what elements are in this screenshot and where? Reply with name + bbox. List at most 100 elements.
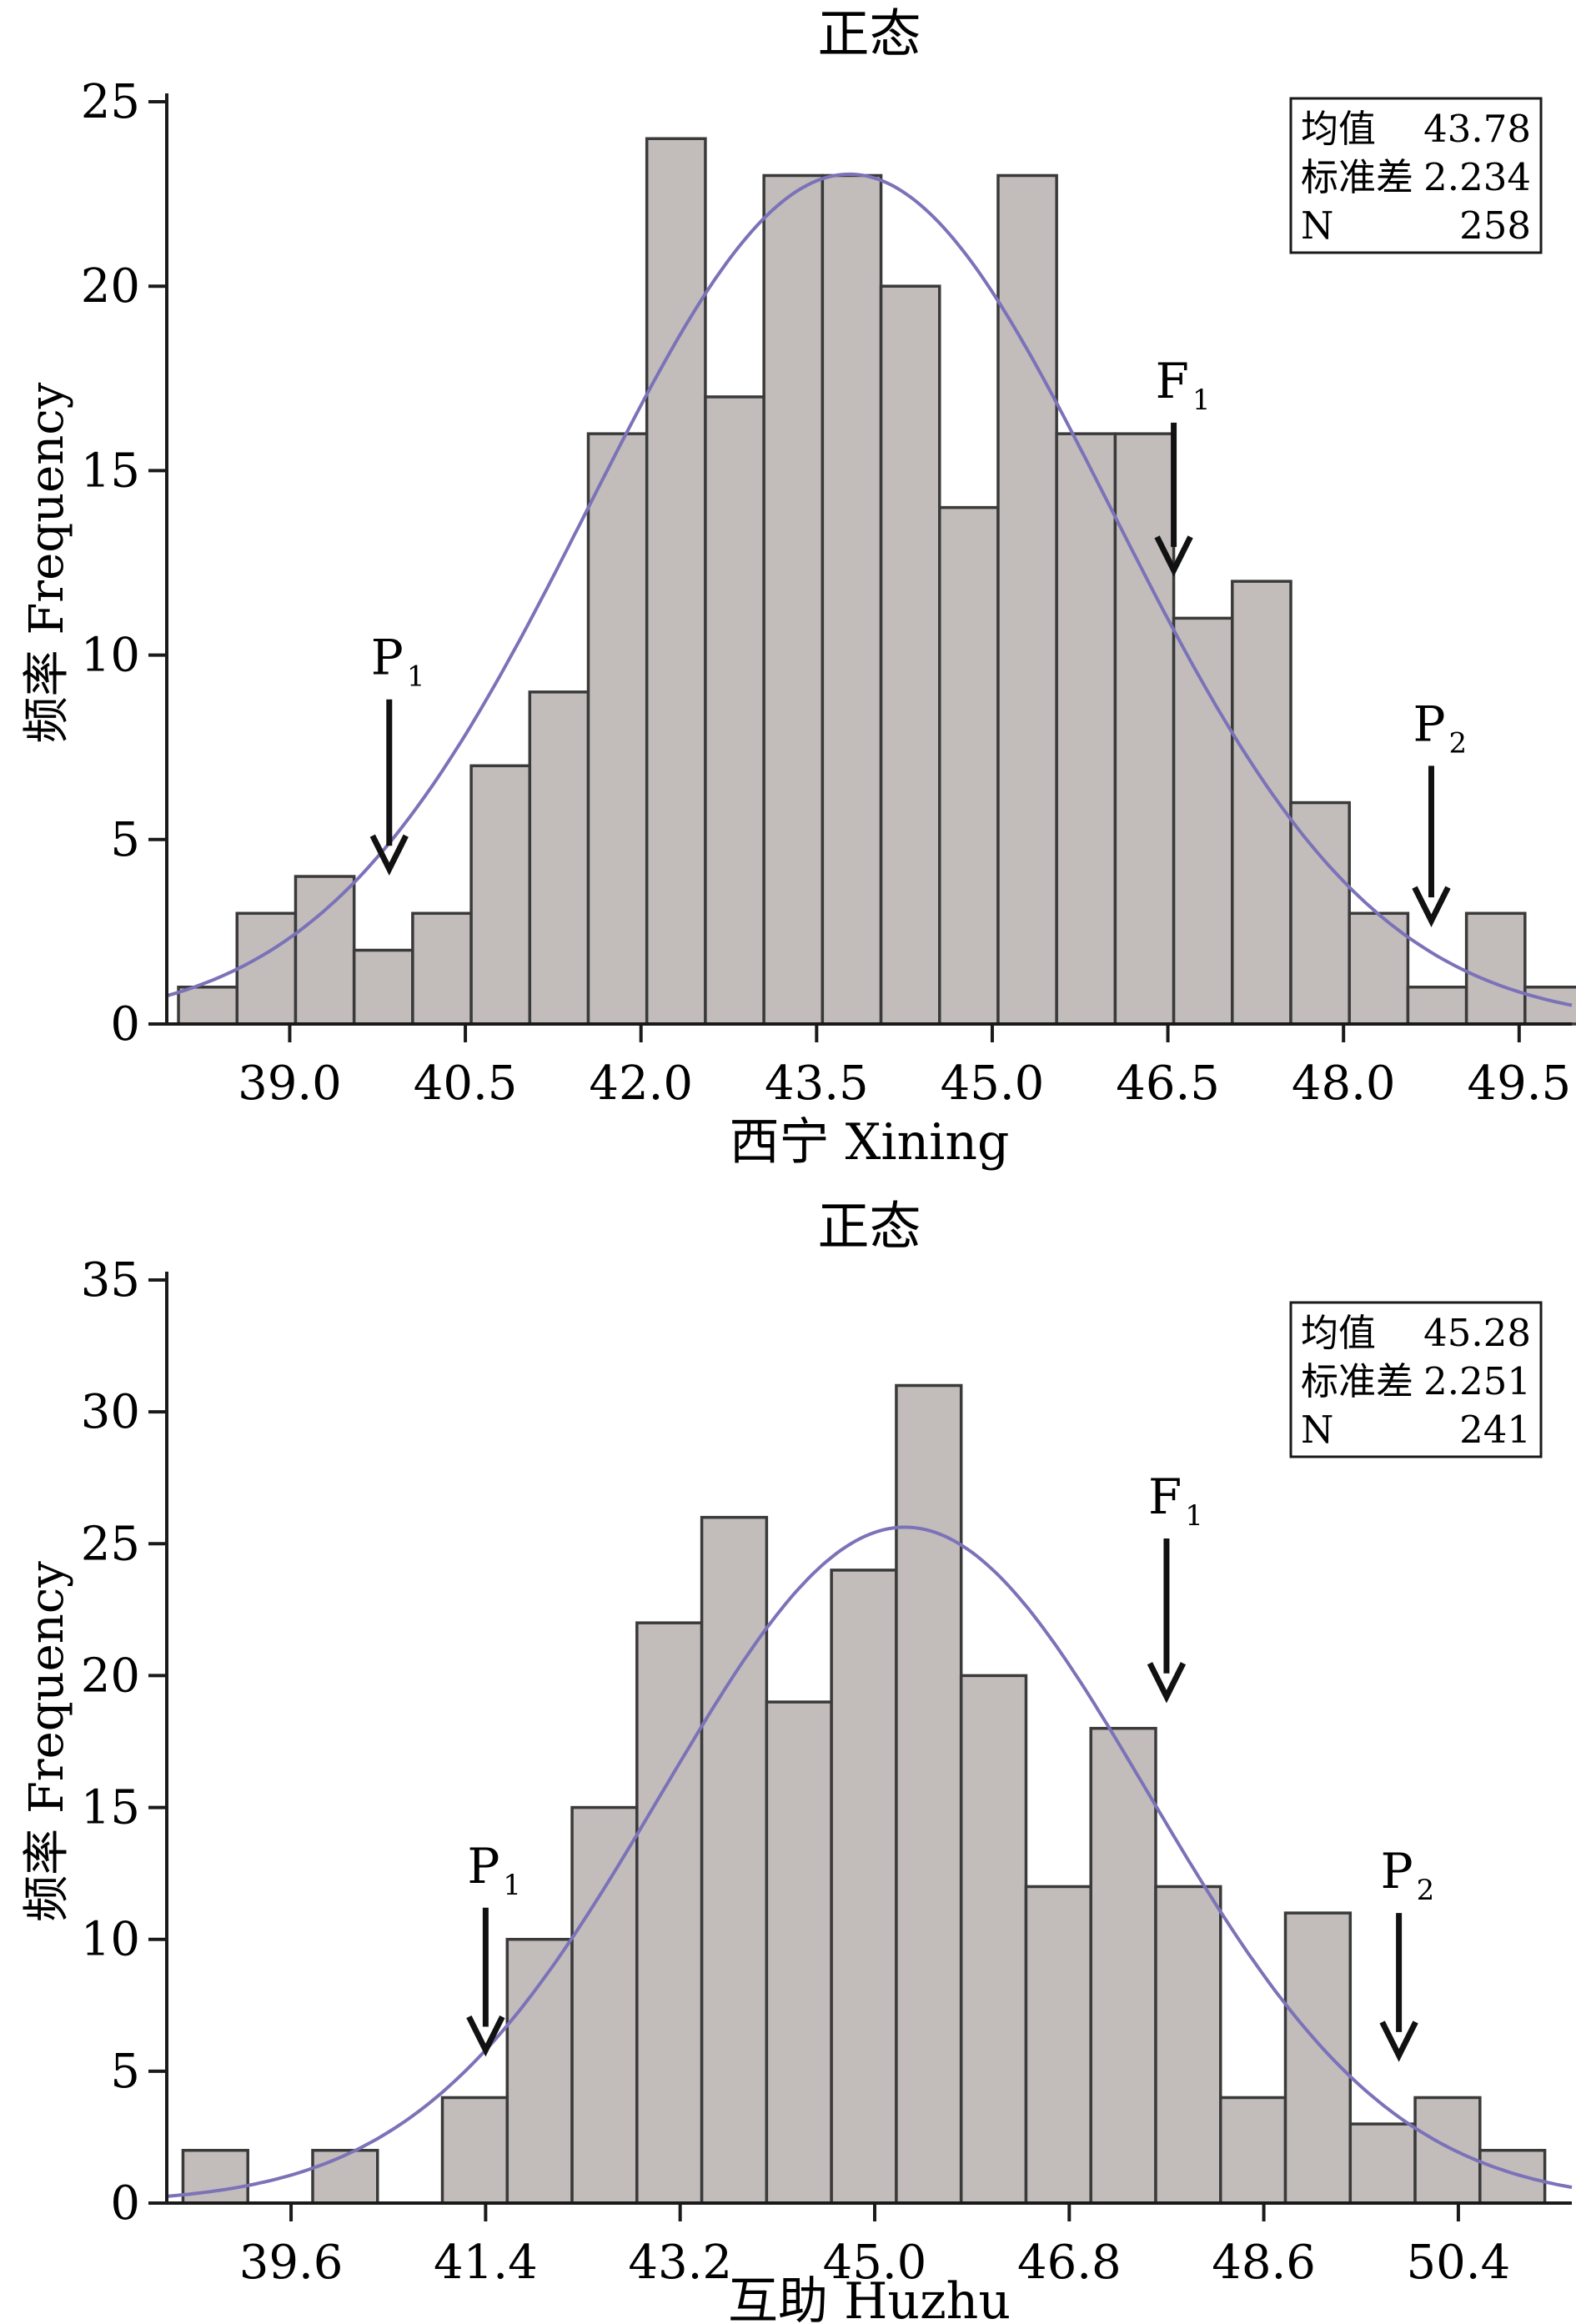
x-tick-label: 46.5 bbox=[1116, 1057, 1220, 1111]
histogram-bar bbox=[411, 911, 473, 1026]
histogram-bar bbox=[1219, 2096, 1287, 2205]
histogram-bar bbox=[1231, 580, 1292, 1026]
x-tick-label: 48.0 bbox=[1292, 1057, 1396, 1111]
stat-value: 2.251 bbox=[1423, 1359, 1531, 1403]
histogram-bar bbox=[959, 1674, 1028, 2205]
x-tick-label: 50.4 bbox=[1407, 2236, 1511, 2290]
annotation-letter: P bbox=[1381, 1843, 1413, 1900]
stat-label: 标准差 bbox=[1301, 155, 1413, 199]
arrow-head bbox=[1379, 2020, 1418, 2062]
x-tick-label: 43.5 bbox=[765, 1057, 869, 1111]
annotation-letter: P bbox=[371, 630, 404, 686]
arrow-head bbox=[1147, 1662, 1187, 1704]
histogram-bar bbox=[635, 1621, 704, 2205]
y-tick-label: 20 bbox=[81, 259, 140, 314]
histogram-bar bbox=[352, 948, 414, 1026]
normal-curve bbox=[166, 172, 1573, 1007]
annotation-letter: P bbox=[1413, 695, 1446, 752]
histogram-bar bbox=[1154, 1885, 1222, 2205]
annotation-subscript: 1 bbox=[503, 1869, 521, 1902]
histogram-bar bbox=[1289, 801, 1351, 1026]
stat-label: N bbox=[1301, 203, 1333, 248]
y-tick-label: 15 bbox=[81, 444, 140, 498]
x-tick-label: 39.6 bbox=[239, 2236, 344, 2290]
x-tick-label: 42.0 bbox=[589, 1057, 693, 1111]
chart-panel: 正态 0 5 10 15 20 25 30 35 39.6 41.4 43.2 45.0 46.8 48.6… bbox=[20, 1196, 1573, 2324]
histogram-bar bbox=[765, 1700, 833, 2205]
y-tick-label: 35 bbox=[81, 1253, 140, 1308]
x-tick-label: 46.8 bbox=[1017, 2236, 1122, 2290]
x-tick-label: 40.5 bbox=[414, 1057, 518, 1111]
y-tick-label: 30 bbox=[81, 1385, 140, 1439]
histogram-bar bbox=[235, 911, 298, 1026]
histogram-bar bbox=[177, 986, 239, 1026]
arrow-head bbox=[466, 2015, 505, 2057]
y-tick-label: 10 bbox=[81, 1913, 140, 1967]
histogram-bar bbox=[1024, 1885, 1092, 2205]
y-tick-label: 10 bbox=[81, 629, 140, 683]
histogram-bar bbox=[570, 1805, 639, 2205]
x-axis-label: 互助 Huzhu bbox=[728, 2272, 1011, 2324]
histogram-bar bbox=[762, 173, 825, 1026]
arrow-head bbox=[369, 834, 409, 876]
annotation-subscript: 2 bbox=[1449, 726, 1468, 760]
histogram-bar bbox=[879, 284, 941, 1026]
histogram-bar bbox=[1172, 616, 1234, 1026]
histogram-bar bbox=[528, 690, 590, 1026]
stats-box bbox=[1289, 1301, 1543, 1458]
y-tick-label: 0 bbox=[110, 2176, 140, 2231]
histogram-bar bbox=[996, 173, 1058, 1026]
stat-label: N bbox=[1301, 1408, 1333, 1452]
x-tick-label: 48.6 bbox=[1212, 2236, 1316, 2290]
histogram-bar bbox=[469, 764, 532, 1026]
histogram-bar bbox=[1113, 432, 1176, 1026]
stat-value: 2.234 bbox=[1423, 155, 1531, 199]
arrow-head bbox=[1154, 535, 1193, 577]
annotation-letter: P bbox=[467, 1838, 499, 1895]
stat-value: 43.78 bbox=[1423, 107, 1531, 151]
histogram-bar bbox=[1089, 1726, 1157, 2205]
annotation-subscript: 1 bbox=[407, 660, 425, 694]
normal-curve bbox=[166, 1525, 1573, 2198]
x-axis-label: 西宁 Xining bbox=[730, 1113, 1010, 1172]
chart-title: 正态 bbox=[817, 3, 921, 64]
y-axis-label: 频率 Frequency bbox=[20, 382, 74, 743]
histogram-bar bbox=[700, 1515, 769, 2205]
stat-label: 均值 bbox=[1301, 107, 1376, 151]
histogram-bar bbox=[1464, 911, 1527, 1026]
histogram-bar bbox=[821, 173, 883, 1026]
x-tick-label: 41.4 bbox=[434, 2236, 538, 2290]
stat-value: 45.28 bbox=[1423, 1311, 1531, 1355]
chart-title: 正态 bbox=[817, 1196, 921, 1257]
y-tick-label: 5 bbox=[110, 2045, 140, 2099]
histogram-bar bbox=[1478, 2148, 1547, 2205]
histogram-bar bbox=[311, 2148, 379, 2205]
stats-box bbox=[1289, 97, 1543, 254]
histogram-bar bbox=[1348, 2122, 1417, 2205]
histogram-bar bbox=[294, 875, 356, 1026]
annotation-subscript: 1 bbox=[1192, 384, 1211, 417]
histogram-bar bbox=[1283, 1911, 1353, 2205]
y-axis-label: 频率 Frequency bbox=[20, 1561, 74, 1922]
x-tick-label: 49.5 bbox=[1467, 1057, 1571, 1111]
histogram-bar bbox=[1055, 432, 1117, 1026]
histogram-bar bbox=[505, 1937, 574, 2205]
histogram-bar bbox=[440, 2096, 509, 2205]
y-tick-label: 25 bbox=[81, 1517, 140, 1571]
stat-label: 均值 bbox=[1301, 1311, 1376, 1355]
annotation-subscript: 2 bbox=[1417, 1874, 1435, 1907]
chart-panel: 正态 0 5 10 15 20 25 39.0 40.5 42.0 43.5 45.0 46.5 48.0… bbox=[20, 3, 1576, 1172]
annotation-letter: F bbox=[1156, 353, 1189, 409]
y-tick-label: 20 bbox=[81, 1649, 140, 1703]
